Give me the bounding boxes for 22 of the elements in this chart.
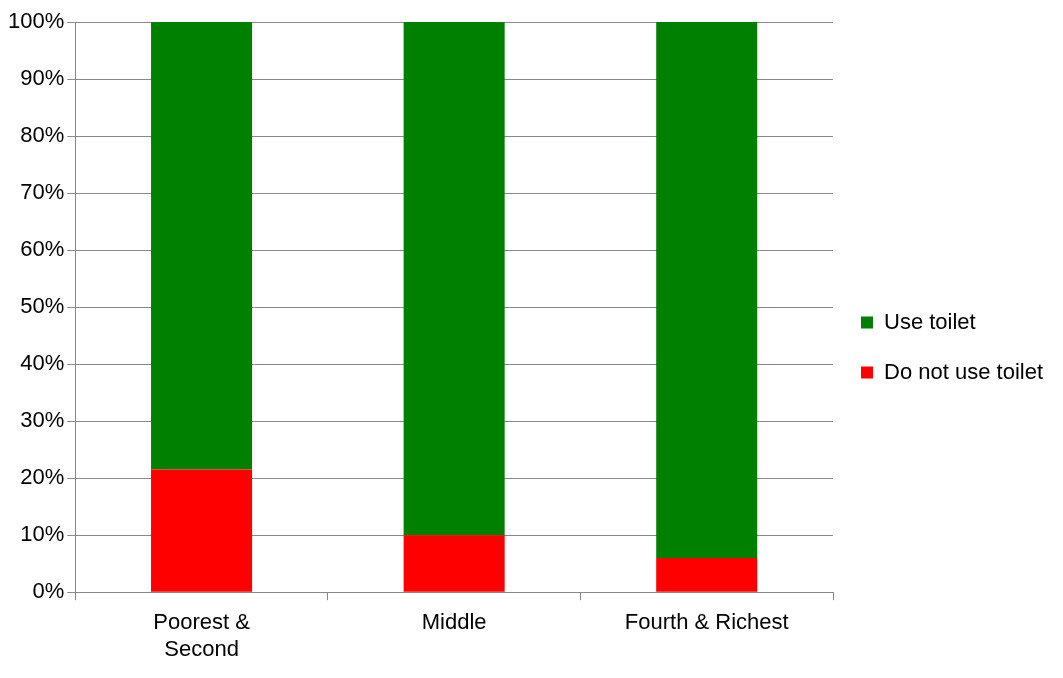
legend-label: Do not use toilet	[884, 358, 1043, 384]
y-tick-label: 10%	[20, 521, 65, 547]
bar	[656, 22, 758, 558]
y-tick-label: 20%	[20, 464, 65, 490]
legend-label: Use toilet	[884, 308, 976, 334]
y-tick-label: 60%	[20, 236, 65, 262]
x-tick-label: Middle	[421, 609, 487, 635]
y-tick-label: 80%	[20, 122, 65, 148]
y-tick-label: 30%	[20, 407, 65, 433]
y-tick-label: 0%	[32, 578, 65, 604]
bar	[403, 535, 505, 592]
bar	[403, 22, 505, 536]
y-tick-label: 100%	[7, 8, 65, 34]
x-tick-label: Poorest & Second	[153, 609, 251, 661]
y-tick-label: 40%	[20, 350, 65, 376]
y-tick-label: 90%	[20, 65, 65, 91]
bar	[151, 22, 253, 470]
x-tick-label: Fourth & Richest	[624, 609, 789, 635]
y-tick-label: 50%	[20, 293, 65, 319]
y-tick-label: 70%	[20, 179, 65, 205]
bar	[151, 469, 253, 592]
bar	[656, 557, 758, 592]
